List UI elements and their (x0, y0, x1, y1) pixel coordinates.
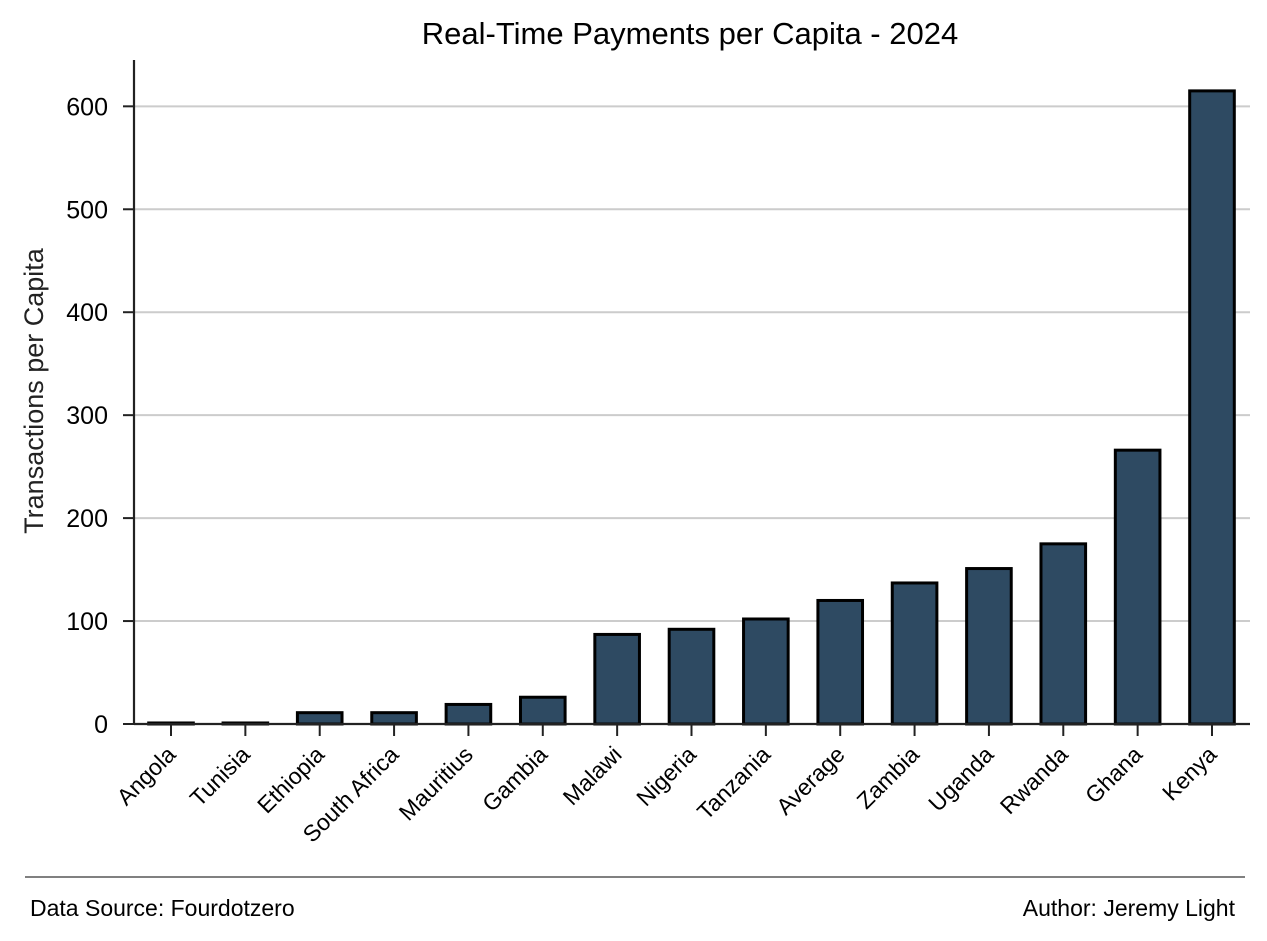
bar-zambia (890, 581, 939, 726)
chart-title: Real-Time Payments per Capita - 2024 (422, 16, 958, 51)
y-tick-label: 500 (66, 196, 108, 224)
bars (147, 89, 1236, 726)
x-tick-label: Tanzania (692, 741, 776, 825)
y-tick-label: 200 (66, 505, 108, 533)
x-tick-label: Mauritius (394, 741, 478, 825)
data-source-note: Data Source: Fourdotzero (30, 895, 295, 921)
x-tick-label: Zambia (851, 741, 924, 814)
bar-ethiopia (295, 711, 344, 726)
x-tick-label: Uganda (923, 741, 999, 817)
x-tick-label: Tunisia (185, 741, 255, 811)
x-tick-label: Angola (112, 741, 181, 810)
bar-gambia (518, 695, 567, 726)
axes: 0 100 200 300 400 500 600 Angola TunisiaEthiopia… (66, 60, 1250, 847)
x-tick-label: Gambia (477, 741, 552, 816)
x-tick-label: Ethiopia (252, 741, 329, 818)
y-tick-label: 0 (94, 711, 108, 739)
y-tick-label: 600 (66, 93, 108, 121)
bar-ghana (1113, 448, 1162, 726)
bar-mauritius (444, 702, 493, 726)
y-tick-label: 400 (66, 299, 108, 327)
author-note: Author: Jeremy Light (1022, 895, 1235, 921)
bar-uganda (965, 567, 1013, 726)
x-tick-label: Ghana (1080, 741, 1147, 808)
bar-average (816, 598, 865, 726)
bar-nigeria (667, 627, 716, 726)
bar-tanzania (742, 617, 790, 726)
bar-chart: Real-Time Payments per Capita - 2024 Tra… (19, 16, 1250, 847)
bar-south-africa (370, 711, 418, 726)
bar-kenya (1188, 89, 1236, 726)
x-tick-label: Average (771, 741, 850, 820)
x-tick-label: Kenya (1157, 741, 1222, 806)
x-tick-label: Malawi (558, 741, 627, 810)
x-tick-label: Rwanda (995, 741, 1073, 819)
bar-malawi (593, 632, 641, 726)
x-tick-label: Nigeria (631, 741, 701, 811)
y-axis-label: Transactions per Capita (19, 247, 49, 534)
y-tick-label: 300 (66, 402, 108, 430)
bar-rwanda (1039, 542, 1088, 726)
y-tick-label: 100 (66, 608, 108, 636)
footer-divider (25, 876, 1245, 878)
